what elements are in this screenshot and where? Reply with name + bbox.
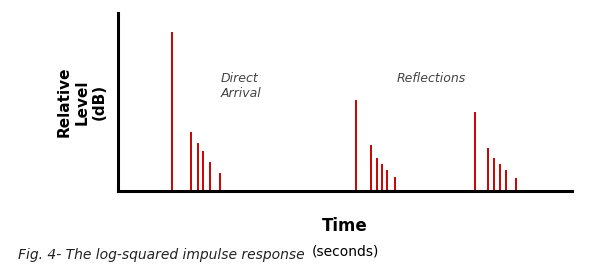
Text: Fig. 4- The log-squared impulse response: Fig. 4- The log-squared impulse response bbox=[18, 248, 304, 262]
Text: (seconds): (seconds) bbox=[312, 244, 379, 258]
Y-axis label: Relative
Level
(dB): Relative Level (dB) bbox=[57, 67, 107, 137]
Text: Reflections: Reflections bbox=[396, 72, 466, 85]
Text: Direct
Arrival: Direct Arrival bbox=[221, 72, 261, 100]
Text: Time: Time bbox=[322, 217, 368, 235]
